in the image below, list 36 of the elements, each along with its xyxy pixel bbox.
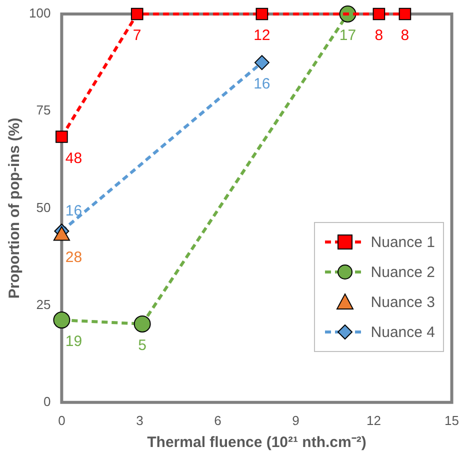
x-tick-label: 6 (214, 412, 222, 428)
legend-label: Nuance 4 (370, 324, 435, 341)
point (256, 8, 268, 20)
x-tick-label: 0 (58, 412, 66, 428)
x-tick-label: 12 (366, 412, 381, 428)
x-tick-label: 9 (292, 412, 300, 428)
annotation: 7 (132, 27, 142, 44)
x-tick-label: 3 (136, 412, 144, 428)
y-tick-label: 50 (36, 200, 51, 215)
annotation: 12 (254, 27, 270, 44)
y-tick-label: 100 (28, 6, 51, 21)
point (53, 312, 70, 329)
annotation: 48 (65, 150, 82, 167)
y-tick-label: 75 (36, 102, 51, 118)
point (372, 8, 386, 20)
legend-label: Nuance 2 (370, 264, 435, 281)
x-axis-title: Thermal fluence (10²¹ nth.cm⁻²) (147, 434, 366, 452)
x-tick-label: 15 (444, 412, 460, 428)
point (130, 8, 144, 20)
point (254, 55, 270, 70)
point (56, 130, 68, 143)
annotation: 16 (254, 76, 270, 93)
legend-label: Nuance 3 (370, 294, 435, 311)
annotation: 17 (339, 27, 356, 44)
annotation: 16 (65, 202, 82, 220)
annotation: 28 (65, 248, 82, 266)
annotation: 5 (138, 337, 146, 354)
point (134, 315, 151, 332)
legend-label: Nuance 1 (370, 234, 435, 251)
y-tick-label: 25 (36, 296, 51, 312)
point (398, 8, 412, 20)
y-tick-label: 0 (43, 394, 51, 409)
y-axis-title: Proportion of pop-ins (%) (6, 118, 24, 299)
annotation: 8 (374, 27, 384, 44)
annotation: 8 (400, 27, 410, 44)
annotation: 19 (65, 333, 82, 350)
